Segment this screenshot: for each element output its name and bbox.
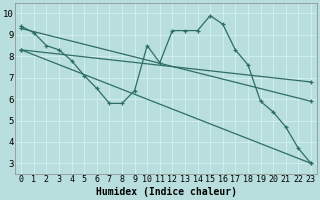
X-axis label: Humidex (Indice chaleur): Humidex (Indice chaleur) [96, 187, 236, 197]
